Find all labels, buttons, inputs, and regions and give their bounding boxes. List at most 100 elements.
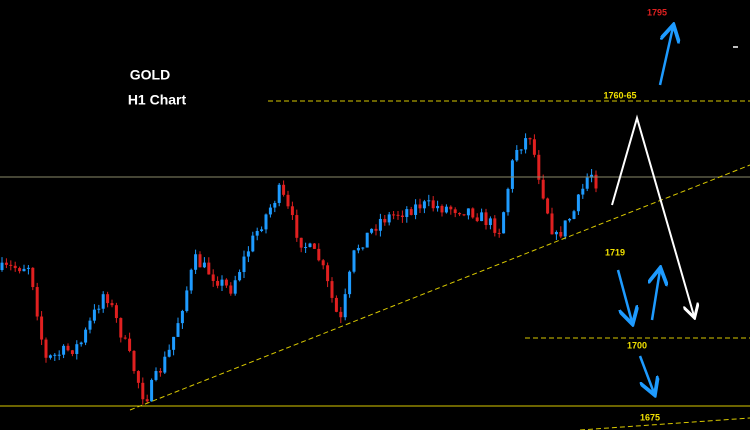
- candle-body: [356, 247, 360, 251]
- candle-body: [405, 209, 409, 217]
- candle-body: [40, 316, 44, 340]
- candle-body: [537, 154, 541, 180]
- candle-body: [348, 271, 352, 295]
- candle-body: [136, 371, 140, 383]
- candle-body: [264, 214, 268, 230]
- level-label: 1719: [605, 247, 625, 257]
- candle-body: [365, 232, 369, 248]
- candle-body: [154, 371, 158, 380]
- candle-body: [418, 204, 422, 209]
- candle-body: [246, 251, 250, 257]
- candle-body: [563, 220, 567, 237]
- candle-body: [396, 214, 400, 216]
- candle-body: [141, 382, 145, 400]
- candle-body: [238, 272, 242, 281]
- candle-body: [326, 265, 330, 282]
- candle-body: [70, 350, 74, 354]
- candle-body: [158, 371, 162, 373]
- candle-body: [458, 213, 462, 215]
- candle-body: [576, 194, 580, 212]
- arrows: [616, 27, 673, 393]
- level-label: 1700: [627, 340, 647, 350]
- candle-body: [233, 280, 237, 294]
- candle-body: [198, 254, 202, 268]
- candle-body: [26, 267, 30, 269]
- candle-body: [554, 231, 558, 235]
- candle-body: [330, 281, 334, 298]
- candle-body: [18, 268, 22, 272]
- candle-body: [572, 211, 576, 219]
- candle-body: [101, 294, 105, 309]
- title: GOLD: [130, 67, 170, 83]
- candle-body: [299, 237, 303, 248]
- candle-body: [145, 399, 149, 402]
- candle-body: [519, 149, 523, 151]
- trend-line: [129, 164, 750, 411]
- candle-body: [304, 247, 308, 249]
- candle-body: [242, 256, 246, 273]
- candle-body: [594, 174, 598, 189]
- candle-body: [532, 139, 536, 155]
- candle-body: [189, 269, 193, 291]
- candle-body: [484, 212, 488, 226]
- candle-body: [506, 188, 510, 213]
- candle-body: [378, 218, 382, 231]
- candle-body: [277, 184, 281, 203]
- candle-body: [31, 267, 35, 288]
- candle-body: [431, 200, 435, 209]
- candle-body: [475, 217, 479, 222]
- candle-body: [79, 342, 83, 345]
- candle-body: [524, 138, 528, 150]
- candle-body: [167, 349, 171, 357]
- candle-body: [123, 337, 127, 339]
- candle-body: [62, 345, 66, 355]
- candle-body: [163, 356, 167, 373]
- candle-body: [194, 254, 198, 270]
- candle-body: [251, 235, 255, 252]
- candle-body: [383, 218, 387, 223]
- candle-body: [110, 303, 114, 306]
- candle-body: [224, 279, 228, 286]
- candle-body: [462, 214, 466, 216]
- candle-body: [22, 268, 26, 272]
- candle-body: [361, 247, 365, 249]
- candle-body: [374, 228, 378, 231]
- candle-body: [202, 262, 206, 268]
- candle-body: [321, 260, 325, 266]
- candle-body: [400, 215, 404, 217]
- candle-body: [471, 208, 475, 218]
- candle-body: [268, 207, 272, 215]
- candle-body: [510, 160, 514, 189]
- candle-body: [9, 264, 13, 266]
- candle-body: [559, 231, 563, 237]
- candle-body: [440, 205, 444, 213]
- candle-body: [286, 194, 290, 207]
- trend-line: [579, 417, 750, 430]
- candle-body: [515, 150, 519, 161]
- candle-body: [66, 345, 70, 351]
- candle-body: [409, 209, 413, 215]
- candle-body: [352, 250, 356, 272]
- candle-body: [48, 355, 52, 358]
- candle-body: [13, 265, 17, 269]
- candle-body: [106, 294, 110, 304]
- candle-body: [211, 274, 215, 281]
- candle-body: [290, 206, 294, 216]
- candle-body: [216, 280, 220, 286]
- candle-body: [343, 294, 347, 318]
- candle-body: [176, 323, 180, 337]
- candle-body: [541, 179, 545, 199]
- candle-body: [339, 311, 343, 318]
- candle-body: [172, 336, 176, 350]
- candle-body: [185, 290, 189, 311]
- candle-body: [387, 214, 391, 223]
- candle-body: [493, 218, 497, 233]
- candle-body: [502, 212, 506, 234]
- candle-body: [97, 308, 101, 310]
- candle-body: [581, 188, 585, 195]
- candle-body: [449, 206, 453, 210]
- candle-body: [75, 344, 79, 354]
- candle-body: [528, 138, 532, 140]
- candle-body: [488, 218, 492, 226]
